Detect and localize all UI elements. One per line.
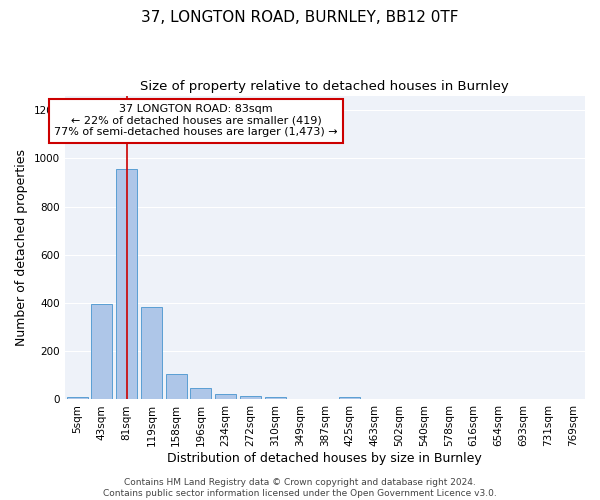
Bar (67, 396, 88, 400)
Bar (215, 394, 236, 400)
Y-axis label: Number of detached properties: Number of detached properties (15, 149, 28, 346)
Bar (240, 396, 261, 400)
X-axis label: Distribution of detached houses by size in Burnley: Distribution of detached houses by size … (167, 452, 482, 465)
Text: 37, LONGTON ROAD, BURNLEY, BB12 0TF: 37, LONGTON ROAD, BURNLEY, BB12 0TF (141, 10, 459, 25)
Bar (91, 304, 112, 400)
Text: Contains HM Land Registry data © Crown copyright and database right 2024.
Contai: Contains HM Land Registry data © Crown c… (103, 478, 497, 498)
Bar (265, 397, 286, 400)
Bar (190, 388, 211, 400)
Title: Size of property relative to detached houses in Burnley: Size of property relative to detached ho… (140, 80, 509, 93)
Text: 37 LONGTON ROAD: 83sqm
← 22% of detached houses are smaller (419)
77% of semi-de: 37 LONGTON ROAD: 83sqm ← 22% of detached… (54, 104, 338, 138)
Bar (116, 169, 137, 400)
Bar (339, 396, 360, 400)
Bar (141, 306, 162, 400)
Bar (166, 374, 187, 400)
